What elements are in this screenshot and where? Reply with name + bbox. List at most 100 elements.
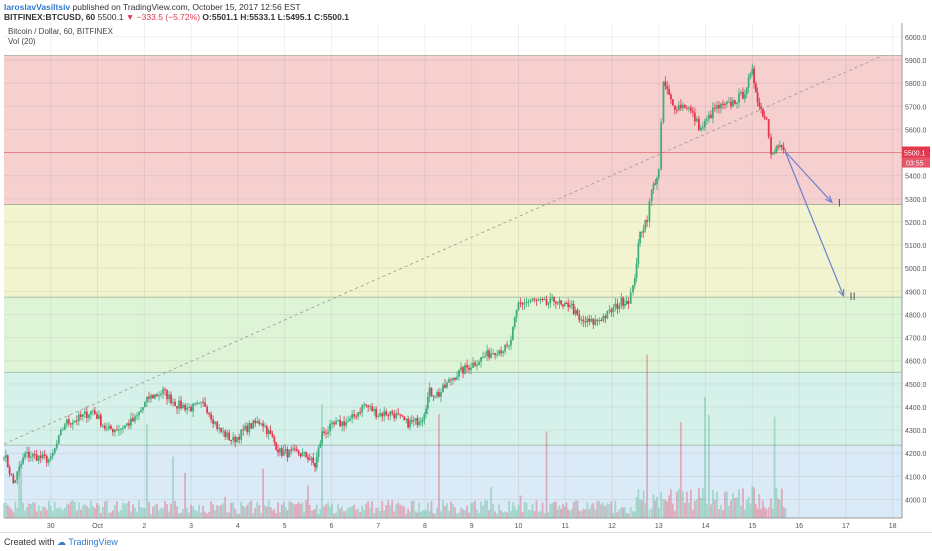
volume-bar — [101, 506, 104, 518]
volume-bar — [492, 504, 494, 518]
volume-bar — [460, 507, 462, 518]
volume-bar — [103, 501, 106, 518]
volume-bar — [771, 508, 774, 518]
x-tick-label: 4 — [236, 523, 240, 530]
volume-bar — [586, 502, 589, 518]
volume-bar — [91, 506, 94, 518]
candle — [49, 456, 52, 460]
volume-bar — [284, 506, 287, 518]
volume-bar — [565, 502, 568, 518]
countdown-badge — [902, 157, 930, 168]
volume-bar — [770, 498, 772, 518]
candle — [763, 115, 766, 118]
volume-bar — [604, 505, 607, 518]
author-link[interactable]: IaroslavVasiltsiv — [4, 2, 71, 12]
chart-area[interactable]: I II 4000.0 4100.0 4200.0 4300.0 4400.0 4500.0… — [0, 23, 932, 537]
x-tick-label: 18 — [889, 523, 897, 530]
volume-bar — [365, 503, 368, 518]
candle — [770, 137, 772, 155]
candle — [164, 389, 166, 391]
volume-bar — [632, 511, 634, 518]
candle — [703, 120, 706, 128]
candle — [705, 119, 708, 121]
volume-bar — [369, 507, 372, 518]
volume-bar — [250, 500, 253, 518]
volume-bar — [419, 512, 422, 518]
price-chart[interactable]: III 4000.04100.04200.04300.04400.04500.0… — [0, 23, 932, 532]
candle — [273, 437, 276, 443]
candle — [584, 321, 587, 323]
tradingview-logo[interactable]: ☁ TradingView — [57, 537, 118, 547]
volume-bar — [693, 500, 696, 518]
candle — [738, 93, 740, 103]
volume-bar — [395, 504, 398, 518]
candle — [480, 357, 482, 362]
volume-bar — [18, 470, 21, 518]
candle — [26, 451, 28, 454]
candle — [423, 413, 426, 420]
volume-bar — [670, 489, 672, 518]
x-tick-label: 17 — [842, 523, 850, 530]
candle — [460, 367, 462, 371]
candle — [55, 443, 58, 449]
candle — [576, 310, 579, 315]
candle — [432, 395, 435, 397]
volume-bar — [470, 502, 472, 518]
volume-bar — [202, 505, 205, 518]
volume-bar — [409, 511, 411, 518]
volume-bar — [252, 513, 255, 518]
candle — [224, 431, 227, 437]
candle — [602, 315, 605, 321]
candle — [264, 426, 266, 428]
volume-bar — [294, 504, 296, 518]
volume-bar — [482, 505, 484, 518]
candle — [226, 432, 229, 437]
candle — [580, 319, 583, 321]
candle — [462, 367, 464, 374]
volume-bar — [580, 511, 583, 518]
candle — [620, 297, 623, 306]
volume-bar — [196, 511, 198, 518]
candle — [395, 413, 398, 419]
candle — [657, 169, 660, 178]
candle — [77, 414, 80, 422]
volume-bar — [303, 511, 306, 518]
candle — [99, 415, 102, 426]
candle — [637, 243, 640, 264]
candle — [317, 447, 320, 457]
volume-bar — [650, 508, 653, 518]
candle — [623, 303, 626, 306]
candle — [539, 298, 542, 300]
volume-bar — [608, 504, 611, 518]
volume-bar — [383, 510, 386, 518]
candle — [627, 300, 630, 304]
volume-bar — [440, 511, 442, 518]
candle — [490, 353, 492, 358]
candle — [646, 220, 648, 222]
candle — [156, 394, 158, 396]
published-text: published on TradingView.com, October 15… — [72, 2, 301, 12]
candle — [600, 320, 603, 322]
volume-bar — [513, 506, 516, 518]
candle — [687, 107, 690, 109]
volume-bar — [511, 502, 514, 518]
volume-bar — [26, 507, 28, 518]
price-axis[interactable] — [902, 23, 932, 532]
candle — [562, 304, 564, 307]
candle — [452, 377, 454, 381]
candle — [543, 299, 546, 301]
volume-bar — [446, 503, 448, 518]
time-axis[interactable] — [0, 518, 932, 532]
volume-bar — [160, 508, 162, 518]
candle — [734, 100, 736, 104]
candle — [616, 303, 619, 309]
volume-bar — [689, 489, 692, 518]
volume-bar — [77, 502, 80, 518]
candle — [381, 413, 384, 417]
candle — [192, 403, 194, 412]
candle — [578, 314, 581, 321]
projection-arrow — [784, 151, 845, 297]
candle — [299, 453, 302, 457]
y-tick-label: 5900.0 — [905, 58, 927, 65]
volume-bar — [582, 508, 585, 518]
